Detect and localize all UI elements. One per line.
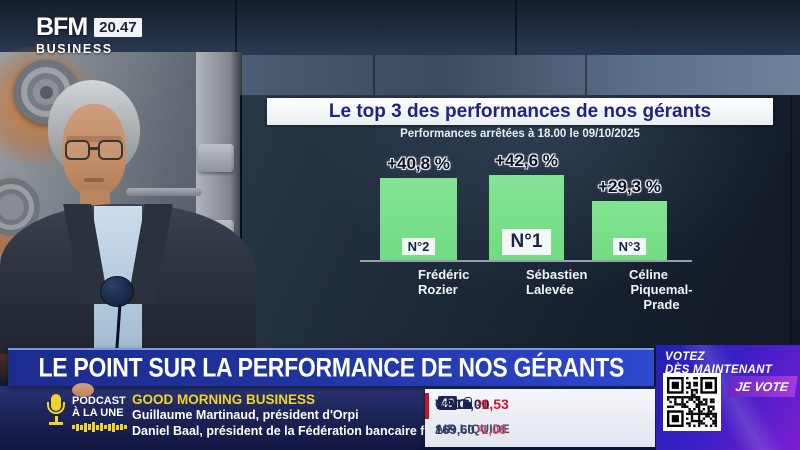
wall-seam bbox=[373, 55, 375, 100]
lock-icon bbox=[463, 396, 473, 409]
screen-seam bbox=[790, 95, 792, 348]
guest-line-2: Daniel Baal, président de la Fédération … bbox=[132, 424, 476, 438]
change-unit: % bbox=[477, 399, 485, 408]
kicker-line: À LA UNE bbox=[72, 407, 124, 419]
value-unit: pts bbox=[436, 398, 448, 407]
presenter-mouth bbox=[84, 178, 104, 182]
je-vote-label: JE VOTE bbox=[734, 379, 790, 394]
chart-subtitle: Performances arrêtées à 18.00 le 09/10/2… bbox=[400, 128, 640, 140]
mic-stand bbox=[55, 416, 58, 422]
chart-panel: Le top 3 des performances de nos gérants… bbox=[240, 95, 800, 348]
bar-name-label: Sébastien Lalevée bbox=[461, 267, 591, 297]
wall-seam bbox=[515, 0, 517, 55]
mic-cup bbox=[47, 402, 65, 414]
vault-hinge bbox=[198, 144, 234, 172]
name-line: Frédéric bbox=[418, 267, 470, 282]
guest-line-1: Guillaume Martinaud, président d'Orpi bbox=[132, 408, 359, 422]
bar-name-label: Frédéric Rozier bbox=[353, 267, 483, 297]
bar-name-label: Céline Piquemal-Prade bbox=[564, 267, 694, 312]
stock-name: AIR LIQUIDE bbox=[435, 422, 510, 436]
name-line: Lalevée bbox=[526, 282, 574, 297]
je-vote-button: JE VOTE bbox=[726, 376, 798, 397]
bar-group: +29,3 % N°3 bbox=[592, 177, 667, 260]
rank-badge: N°3 bbox=[612, 238, 647, 255]
glasses-bridge bbox=[89, 147, 99, 150]
cta-line: VOTEZ bbox=[665, 351, 705, 363]
change-number: -1,53 bbox=[476, 396, 509, 412]
rank-badge: N°2 bbox=[401, 238, 436, 255]
headline-banner: LE POINT SUR LA PERFORMANCE DE NOS GÉRAN… bbox=[8, 348, 654, 386]
mic-base bbox=[49, 422, 63, 425]
index-value: 7 918,00 pts bbox=[435, 396, 490, 412]
waveform-icon bbox=[72, 421, 128, 433]
name-line: Sébastien bbox=[526, 267, 588, 282]
bar-axis-line bbox=[360, 260, 692, 262]
presenter-glasses bbox=[98, 140, 123, 160]
value-number: 169,60 bbox=[435, 422, 475, 437]
wall-seam bbox=[235, 0, 237, 55]
wall-seam bbox=[585, 55, 587, 100]
stock-change: -1,08% bbox=[435, 422, 507, 437]
index-badge: 40 bbox=[438, 396, 458, 410]
index-change: -1,53% bbox=[435, 396, 509, 412]
performance-bar: N°3 bbox=[592, 201, 667, 260]
value-unit: € bbox=[436, 423, 441, 432]
presenter-brow bbox=[66, 136, 122, 142]
vault-bar bbox=[126, 188, 202, 196]
name-line: Céline bbox=[629, 267, 669, 282]
chart-title: Le top 3 des performances de nos gérants bbox=[267, 98, 773, 125]
microphone-icon bbox=[44, 394, 68, 432]
bar-value-label: +40,8 % bbox=[387, 154, 450, 173]
headline-text: LE POINT SUR LA PERFORMANCE DE NOS GÉRAN… bbox=[38, 352, 624, 383]
table-microphone bbox=[100, 276, 134, 307]
change-unit: % bbox=[477, 424, 485, 433]
kicker-line: PODCAST bbox=[72, 395, 126, 407]
name-line: Piquemal-Prade bbox=[630, 282, 693, 312]
change-number: -1,08 bbox=[476, 422, 507, 437]
value-number: 7 918,00 bbox=[435, 396, 490, 412]
bar-value-label: +29,3 % bbox=[598, 177, 661, 196]
presenter bbox=[0, 78, 256, 403]
bar-group: +42,6 % N°1 bbox=[489, 151, 564, 260]
business-logo-text: BUSINESS bbox=[36, 42, 113, 56]
presenter-hand bbox=[72, 383, 94, 397]
qr-code bbox=[663, 373, 721, 431]
stock-value: 169,60 € bbox=[435, 422, 475, 437]
show-title: GOOD MORNING BUSINESS bbox=[132, 392, 316, 407]
bar-value-label: +42,6 % bbox=[495, 151, 558, 170]
bar-group: +40,8 % N°2 bbox=[380, 154, 457, 260]
rank-badge: N°1 bbox=[501, 229, 552, 255]
performance-bar: N°1 bbox=[489, 175, 564, 260]
time-badge: 20.47 bbox=[94, 18, 142, 37]
name-line: Rozier bbox=[418, 282, 458, 297]
bfm-logo: BFM 20.47 BUSINESS bbox=[36, 13, 142, 56]
ticker-accent-bar bbox=[425, 393, 429, 419]
presenter-glasses bbox=[65, 140, 90, 160]
vote-panel: VOTEZ DÈS MAINTENANT JE VOTE bbox=[656, 345, 800, 450]
performance-bar: N°2 bbox=[380, 178, 457, 260]
bfm-logo-text: BFM bbox=[36, 13, 88, 41]
